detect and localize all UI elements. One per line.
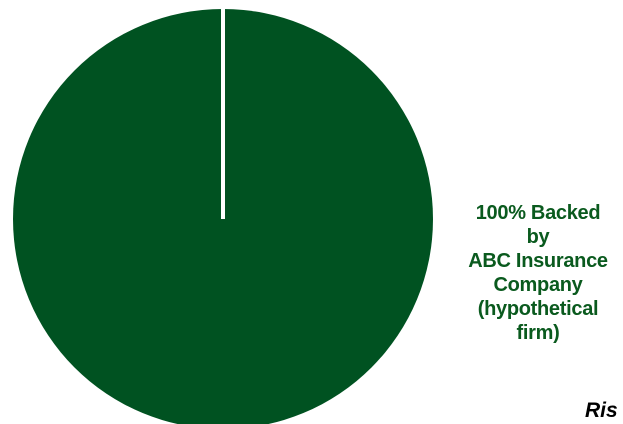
slice-label: 100% Backed by ABC Insurance Company (hy…: [468, 202, 608, 344]
corner-text: Ris: [585, 399, 618, 422]
